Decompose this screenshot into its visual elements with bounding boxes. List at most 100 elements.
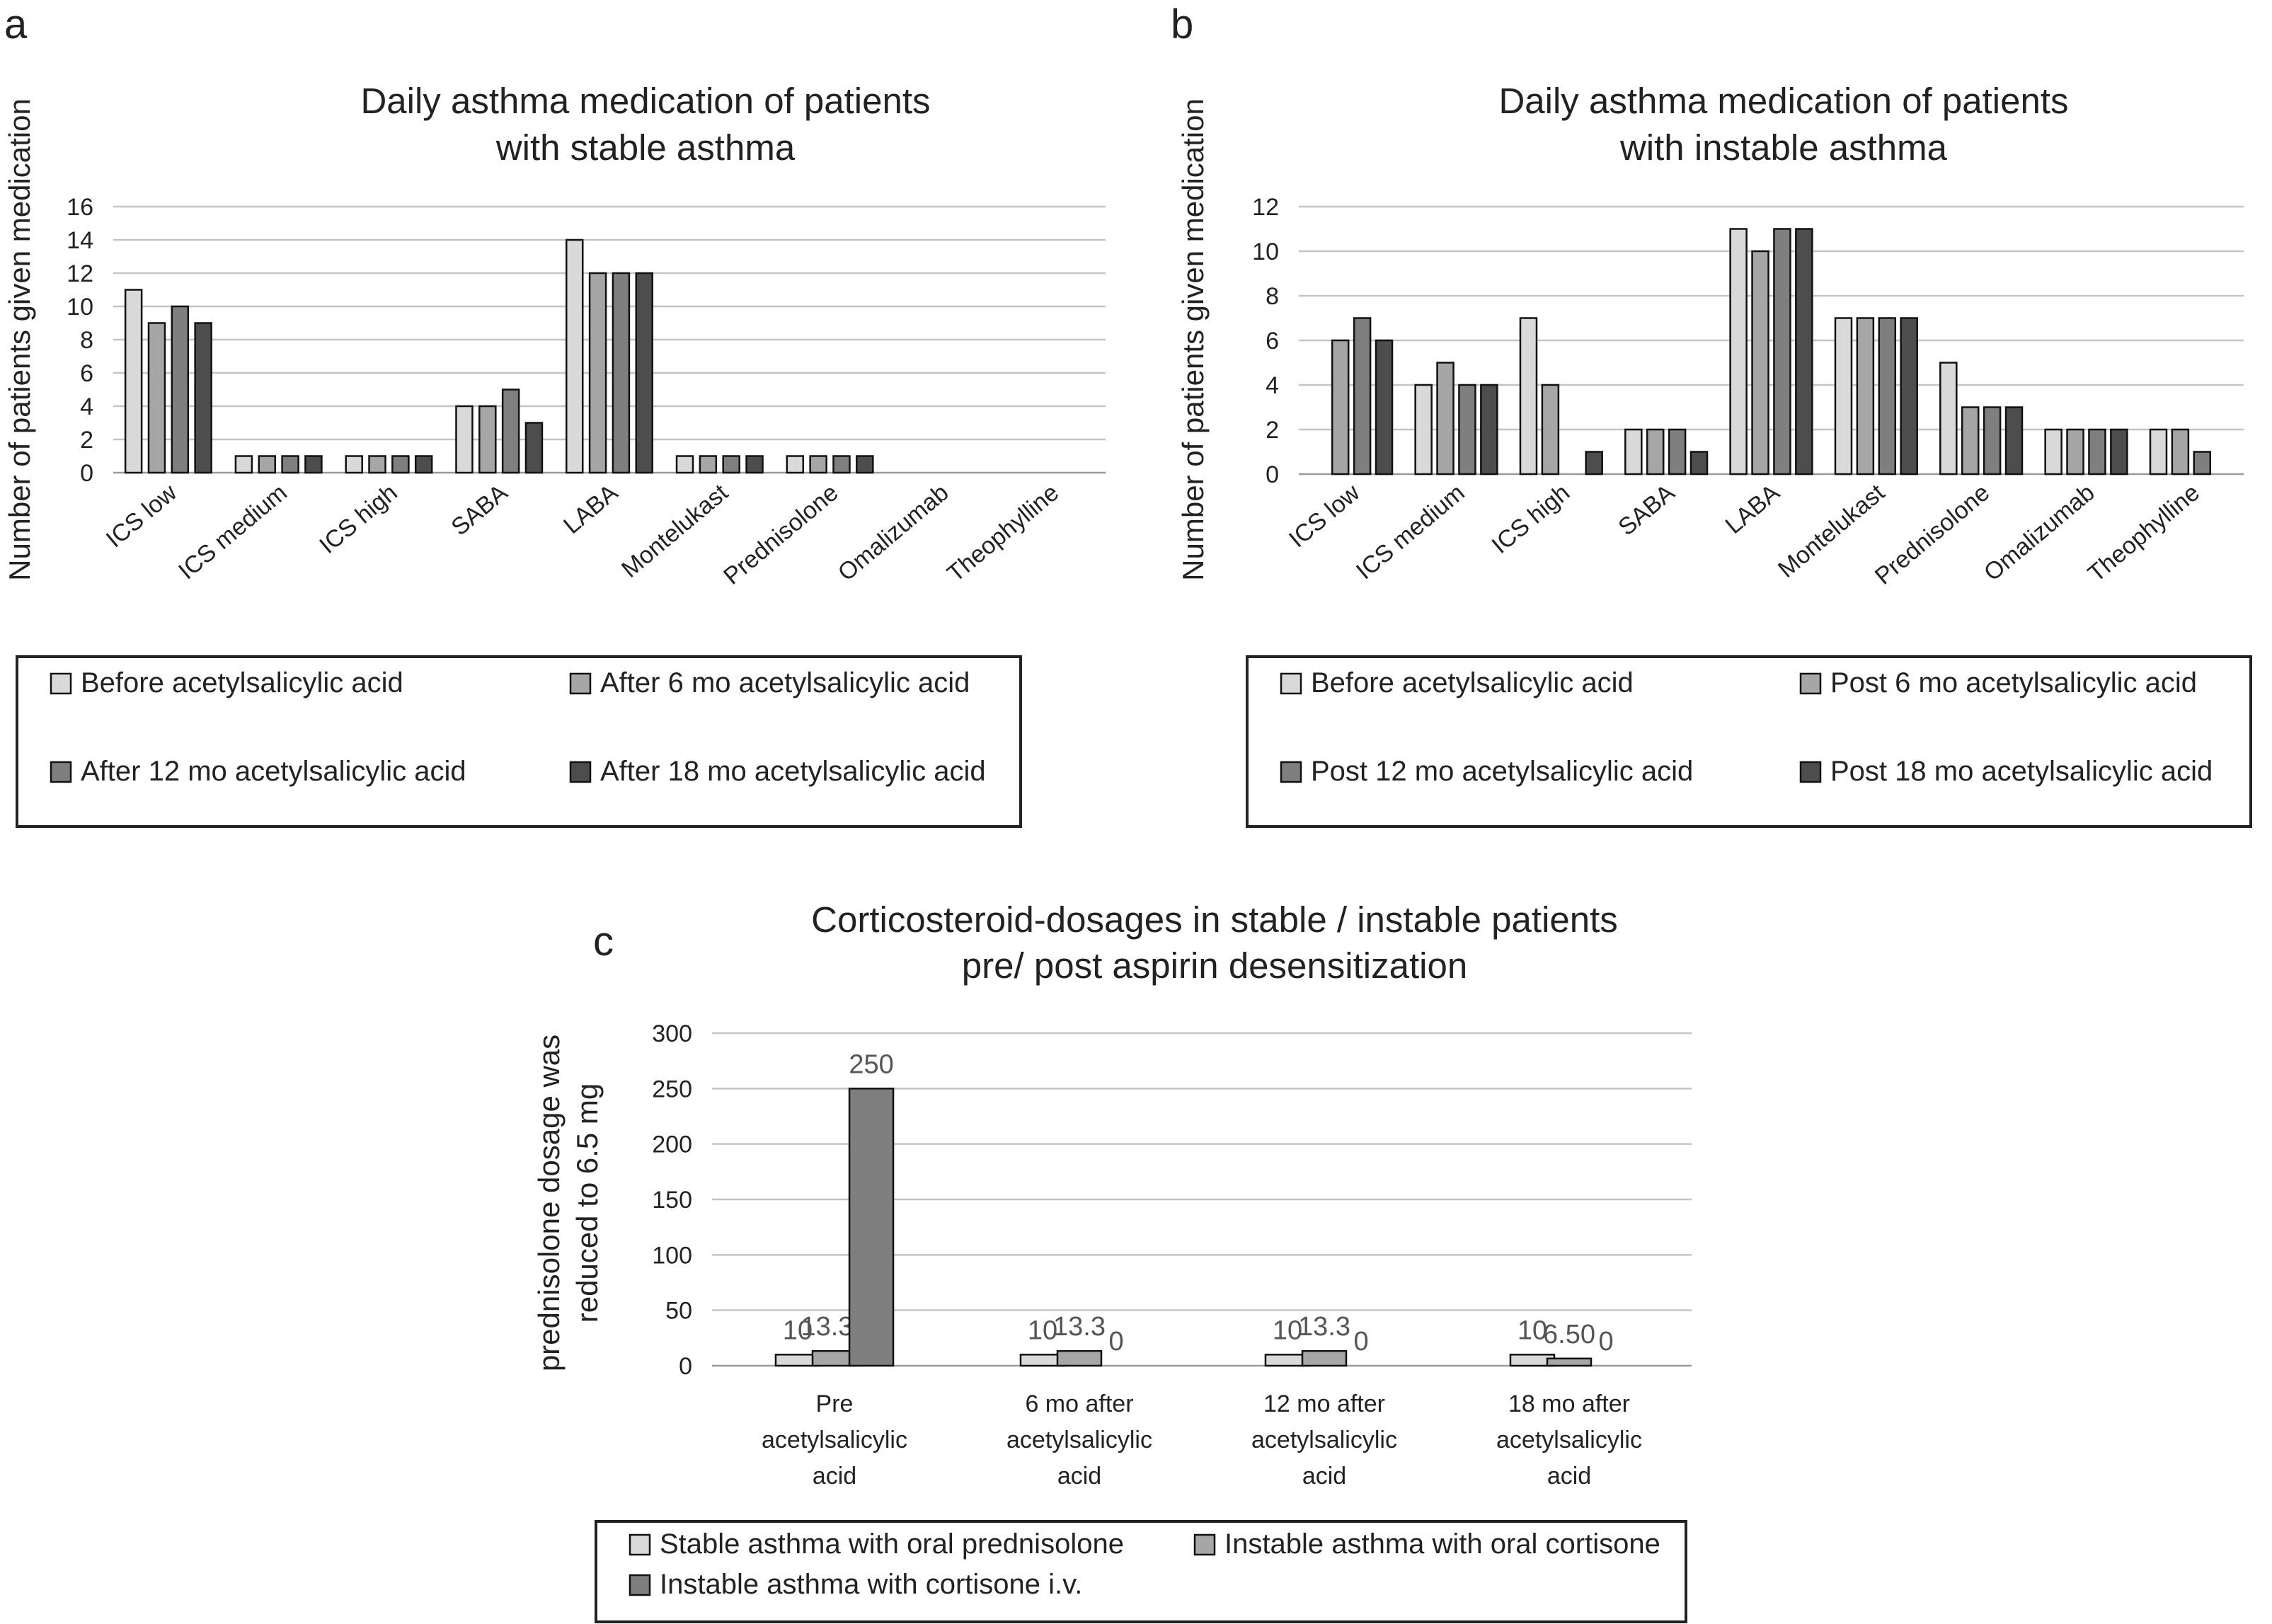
bar — [501, 388, 520, 474]
y-tick-label: 250 — [652, 1076, 692, 1102]
x-category-label: Montelukast — [616, 479, 733, 583]
x-category-label: Pre acetylsalicylic acid — [762, 1390, 907, 1490]
legend-label: Post 18 mo acetylsalicylic acid — [1830, 756, 2213, 787]
x-category-label: 12 mo after acetylsalicylic acid — [1251, 1390, 1397, 1490]
x-category-label: Theophylline — [942, 479, 1064, 587]
bar — [635, 272, 654, 474]
legend-label: Instable asthma with oral cortisone — [1224, 1528, 1660, 1560]
bar — [699, 455, 718, 474]
bar — [832, 455, 851, 474]
x-category-label-line: acetylsalicylic — [762, 1427, 907, 1453]
bar — [1301, 1349, 1348, 1367]
y-tick-label: 6 — [1266, 328, 1279, 355]
y-tick-label: 4 — [80, 393, 93, 420]
bar — [1546, 1357, 1593, 1367]
bar — [675, 455, 694, 474]
legend-label: Post 12 mo acetylsalicylic acid — [1311, 756, 1693, 787]
bar — [1519, 317, 1538, 476]
bar — [281, 455, 299, 474]
bar — [194, 322, 212, 474]
x-category-label: Prednisolone — [1870, 479, 1995, 590]
y-tick-label: 200 — [652, 1131, 692, 1158]
y-tick-label: 300 — [652, 1020, 692, 1047]
bar — [2044, 428, 2062, 476]
bar — [1939, 362, 1958, 476]
bar — [1689, 451, 1709, 476]
bar — [1375, 339, 1394, 476]
panel-letter: a — [4, 1, 28, 47]
x-category-label-line: acid — [1302, 1463, 1346, 1490]
y-tick-label: 6 — [80, 360, 93, 387]
bar — [2004, 406, 2024, 476]
chart-title: Daily asthma medication of patients with … — [360, 81, 930, 168]
bar — [524, 422, 544, 474]
y-tick-label: 12 — [67, 260, 93, 287]
x-category-label: 6 mo after acetylsalicylic acid — [1006, 1390, 1152, 1490]
bar — [414, 455, 433, 474]
y-tick-label: 0 — [1266, 461, 1279, 488]
legend-swatch — [569, 761, 592, 783]
bar — [147, 322, 166, 474]
bar — [1480, 384, 1498, 476]
x-category-label: ICS high — [1487, 479, 1575, 559]
panel-letter: c — [593, 918, 614, 964]
legend-swatch — [50, 761, 72, 783]
panel-b: b Daily asthma medication of patients with… — [1171, 1, 2252, 828]
chart-title-line: Corticosteroid-dosages in stable / insta… — [811, 899, 1618, 940]
y-tick-label: 10 — [67, 294, 93, 321]
y-tick-label: 2 — [80, 427, 93, 454]
panel-letter: b — [1171, 1, 1193, 47]
bar — [612, 272, 631, 474]
data-label: 0 — [1108, 1327, 1123, 1357]
bar — [809, 455, 827, 474]
chart-title-line: Daily asthma medication of patients — [360, 81, 930, 121]
x-category-label: ICS low — [101, 479, 183, 553]
bar — [368, 455, 386, 474]
y-tick-label: 150 — [652, 1187, 692, 1214]
x-category-label-line: Pre — [816, 1390, 854, 1417]
legend-swatch — [50, 672, 72, 695]
chart-title-line: with instable asthma — [1619, 127, 1948, 168]
bar — [786, 455, 805, 474]
data-label: 13.3 — [1298, 1312, 1350, 1342]
y-tick-label: 12 — [1252, 194, 1279, 221]
bar — [2066, 428, 2084, 476]
panel-a: a Daily asthma medication of patients with… — [3, 1, 1106, 828]
chart-title: Daily asthma medication of patients with … — [1498, 81, 2068, 168]
y-tick-label: 50 — [665, 1298, 692, 1325]
legend-label: After 6 mo acetylsalicylic acid — [600, 667, 970, 698]
bar — [1751, 250, 1769, 476]
legend-swatch — [629, 1574, 651, 1596]
bar — [1729, 228, 1748, 476]
x-category-label-line: acid — [813, 1463, 856, 1490]
x-category-label: Theophylline — [2083, 479, 2205, 587]
y-axis-label: Number of patients given medication — [1176, 98, 1210, 581]
x-category-label-line: 18 mo after — [1508, 1390, 1630, 1417]
bar — [1624, 428, 1643, 476]
bar — [2171, 428, 2190, 476]
y-axis-label: prednisolone dosage was reduced to 6.5 mg — [532, 1035, 604, 1371]
legend-label: Before acetylsalicylic acid — [1311, 667, 1634, 698]
bar — [391, 455, 410, 474]
bar — [1353, 317, 1372, 476]
x-category-label-line: acetylsalicylic — [1006, 1427, 1152, 1453]
data-label: 10 — [1028, 1315, 1057, 1345]
bar — [1414, 384, 1433, 476]
bar — [1585, 451, 1603, 476]
data-label: 0 — [1598, 1327, 1613, 1357]
legend-label: Instable asthma with cortisone i.v. — [660, 1569, 1082, 1600]
bar — [478, 405, 497, 474]
y-tick-label: 100 — [652, 1242, 692, 1269]
panel-c: c Corticosteroid-dosages in stable / inst… — [532, 899, 1692, 1623]
chart-title-line: with stable asthma — [495, 127, 796, 168]
bar — [1856, 317, 1875, 476]
bar — [1900, 317, 1918, 476]
bar — [2149, 428, 2168, 476]
legend-swatch — [1280, 761, 1302, 783]
data-label: 6.50 — [1543, 1320, 1595, 1349]
legend: Stable asthma with oral prednisolone Inst… — [595, 1520, 1687, 1623]
y-tick-label: 0 — [679, 1353, 692, 1380]
x-category-label: Omalizumab — [833, 479, 954, 587]
bar — [856, 455, 874, 474]
legend: Before acetylsalicylic acid After 6 mo ac… — [16, 655, 1022, 828]
